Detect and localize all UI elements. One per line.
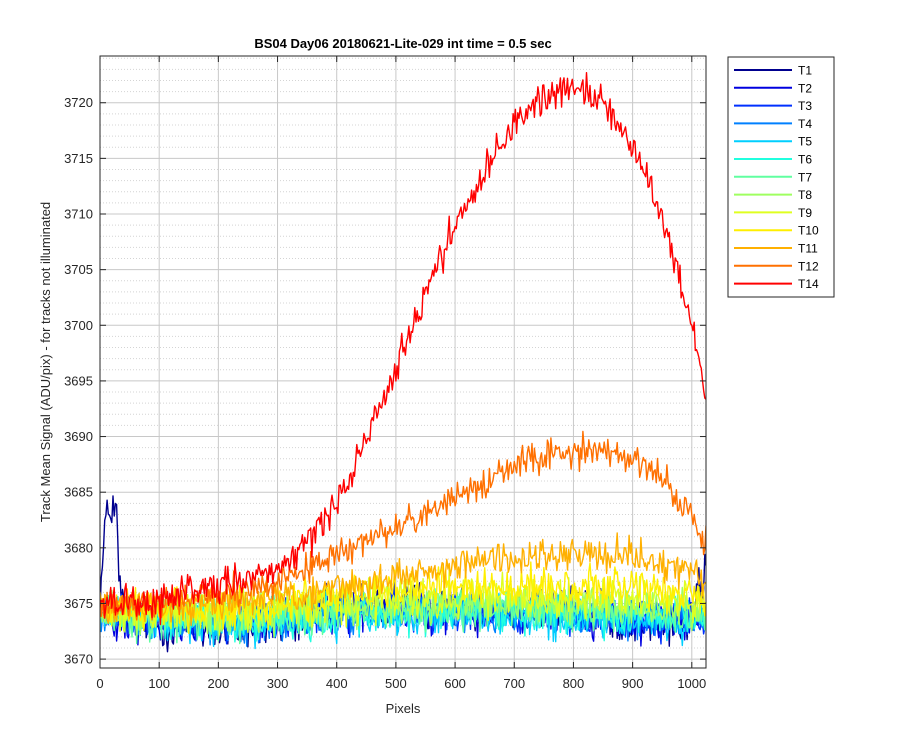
legend-label: T6 bbox=[798, 153, 812, 167]
y-tick-label: 3680 bbox=[64, 540, 93, 555]
x-tick-label: 600 bbox=[444, 676, 466, 691]
y-tick-label: 3710 bbox=[64, 207, 93, 222]
plot-frame bbox=[99, 55, 707, 669]
x-tick-label: 400 bbox=[326, 676, 348, 691]
legend-label: T11 bbox=[798, 242, 818, 256]
series-line-t14 bbox=[100, 72, 706, 626]
x-tick-label: 200 bbox=[208, 676, 230, 691]
x-axis-label: Pixels bbox=[386, 701, 421, 716]
x-tick-label: 800 bbox=[563, 676, 585, 691]
legend-label: T8 bbox=[798, 188, 812, 202]
x-tick-label: 700 bbox=[503, 676, 525, 691]
x-tick-label: 100 bbox=[148, 676, 170, 691]
legend-label: T4 bbox=[798, 117, 812, 131]
x-tick-label: 0 bbox=[96, 676, 103, 691]
y-tick-label: 3685 bbox=[64, 485, 93, 500]
y-tick-labels: 3670 3675 3680 3685 3690 3695 3700 3705 3710 3715… bbox=[64, 95, 93, 666]
legend-label: T9 bbox=[798, 206, 812, 220]
legend-label: T1 bbox=[798, 64, 812, 78]
y-tick-label: 3720 bbox=[64, 95, 93, 110]
y-tick-label: 3700 bbox=[64, 318, 93, 333]
legend-label: T10 bbox=[798, 224, 819, 238]
y-tick-label: 3670 bbox=[64, 652, 93, 667]
x-tick-label: 300 bbox=[267, 676, 289, 691]
series-layer bbox=[100, 72, 706, 653]
legend-label: T3 bbox=[798, 99, 812, 113]
axis-ticks bbox=[99, 56, 706, 668]
y-axis-label: Track Mean Signal (ADU/pix) - for tracks… bbox=[38, 202, 53, 522]
y-tick-label: 3695 bbox=[64, 373, 93, 388]
legend-label: T7 bbox=[798, 170, 812, 184]
legend-label: T12 bbox=[798, 259, 819, 273]
x-tick-labels: 0 100 200 300 400 500 600 700 800 900 1000 bbox=[96, 676, 706, 691]
y-tick-label: 3715 bbox=[64, 151, 93, 166]
legend-label: T2 bbox=[798, 81, 812, 95]
legend: T1 T2 T3 T4 T5 T6 T7 T8 T9 T10 T11 T12 T14 bbox=[727, 56, 835, 298]
x-tick-label: 900 bbox=[622, 676, 644, 691]
series-line-t11 bbox=[100, 532, 706, 627]
x-tick-label: 1000 bbox=[677, 676, 706, 691]
y-tick-label: 3705 bbox=[64, 262, 93, 277]
y-tick-label: 3675 bbox=[64, 596, 93, 611]
legend-label: T14 bbox=[798, 277, 819, 291]
y-tick-label: 3690 bbox=[64, 429, 93, 444]
legend-label: T5 bbox=[798, 135, 812, 149]
x-tick-label: 500 bbox=[385, 676, 407, 691]
chart-title: BS04 Day06 20180621-Lite-029 int time = … bbox=[254, 36, 551, 51]
minor-gridlines bbox=[100, 57, 706, 649]
